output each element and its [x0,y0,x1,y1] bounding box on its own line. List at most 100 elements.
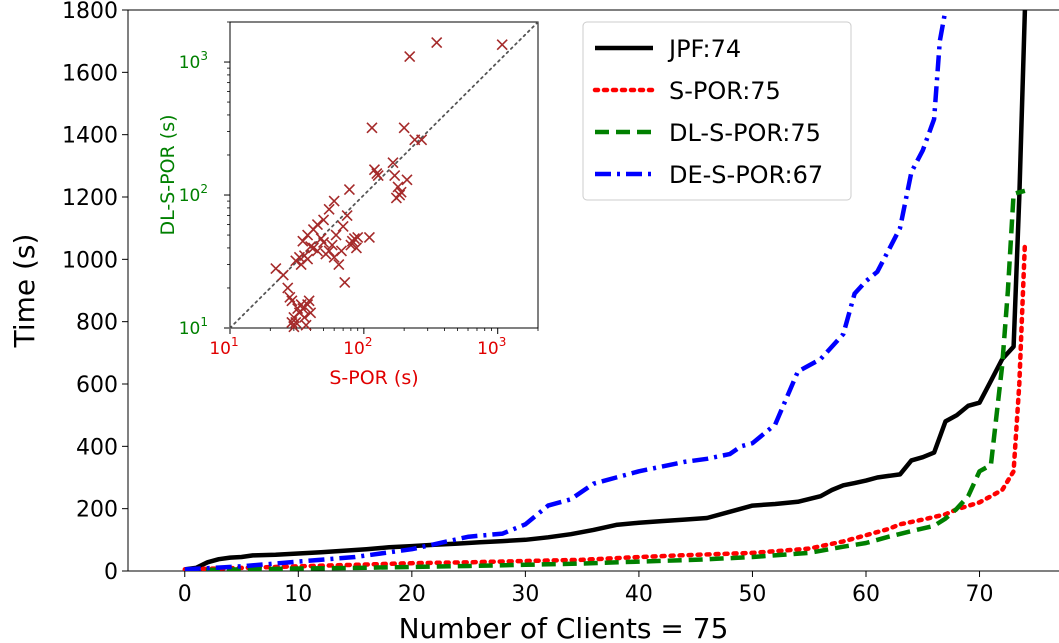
inset-point [323,245,335,257]
inset-point [282,282,294,294]
inset-x-tick-exponent: 2 [365,335,373,349]
series-line-2 [184,188,1026,571]
inset-point [311,245,324,257]
legend-label-0: JPF:74 [667,35,741,63]
inset-y-tick-exponent: 3 [200,49,208,63]
inset-y-tick-label: 103 [179,49,208,73]
inset-point-stroke-b [317,214,330,226]
main-plot: 0 10 20 30 40 50 60 70 0 200 400 600 800 1000 1200 1400… [8,0,1059,643]
inset-point [330,229,342,241]
x-tick-label: 30 [511,582,539,607]
inset-x-tick-label: 102 [343,335,372,359]
y-tick-label: 400 [76,435,118,460]
inset-point-stroke-b [315,233,327,245]
inset-point-stroke-b [363,231,375,243]
inset-point-stroke-b [372,170,384,182]
x-tick-label: 50 [738,582,766,607]
inset-point [297,235,309,247]
inset-point-stroke-b [330,229,342,241]
inset-point-stroke-b [394,189,406,201]
inset-point-stroke-b [317,236,330,248]
inset-point [303,295,315,307]
inset-point [395,186,407,198]
inset-point-stroke-b [389,170,401,182]
inset-point-stroke-b [395,186,407,198]
x-tick-label: 0 [178,582,192,607]
inset-point [328,195,340,207]
inset-point [339,276,351,289]
inset-point-stroke-b [431,37,443,49]
y-tick-label: 1600 [62,61,118,86]
inset-point-stroke-b [352,231,364,243]
inset-x-tick-exponent: 3 [499,335,507,349]
inset-point [286,295,298,307]
inset-point [431,37,443,49]
inset-y-tick-label: 101 [179,315,208,339]
inset-point [348,233,360,245]
inset-point-stroke-b [326,239,338,251]
series-group [182,10,1028,571]
inset-point [277,269,289,281]
legend-label-1: S-POR:75 [669,77,781,105]
inset-point [305,307,317,319]
inset-point-stroke-b [404,50,416,63]
inset-point-stroke-b [297,235,309,247]
inset-point-stroke-b [339,276,351,289]
inset-point [300,319,312,331]
inset-point [363,231,375,243]
inset-point-stroke-b [305,240,317,253]
inset-point-stroke-b [366,122,378,134]
inset-point-stroke-b [286,295,298,307]
inset-point [401,174,413,186]
inset-point-stroke-b [303,295,315,307]
x-tick-label: 70 [966,582,994,607]
inset-point [416,134,428,146]
y-tick-label: 1800 [62,0,118,24]
x-tick-label: 10 [284,582,312,607]
inset-y-tick-exponent: 1 [200,315,208,329]
inset-point [394,189,406,201]
legend-label-3: DE-S-POR:67 [669,161,823,189]
x-tick-label: 40 [625,582,653,607]
series-line-1 [182,241,1028,571]
inset-y-tick-label: 102 [179,182,208,206]
series-line-0 [184,10,1028,571]
inset-point-stroke-b [277,269,289,281]
inset-point-stroke-b [341,210,353,222]
inset-point [317,214,330,226]
inset-point-stroke-b [286,316,298,329]
inset-point-stroke-b [311,245,324,257]
y-tick-label: 600 [76,373,118,398]
y-tick-label: 800 [76,311,118,336]
inset-point [366,122,378,134]
inset-point-stroke-b [343,183,355,196]
inset-point-stroke-b [302,229,314,241]
inset-point-stroke-b [337,220,349,233]
inset-point [302,253,314,265]
inset-y-tick-exponent: 2 [200,182,208,196]
inset-x-tick-label: 101 [209,335,238,359]
series-line-3 [184,10,948,571]
inset-point [302,229,314,241]
inset-x-tick-label: 103 [477,335,506,359]
inset-point-stroke-b [305,307,317,319]
legend-label-2: DL-S-POR:75 [669,119,821,147]
inset-point-stroke-b [282,282,294,294]
inset-point-stroke-b [416,134,428,146]
y-tick-label: 200 [76,498,118,523]
inset-point [326,239,338,251]
inset-point-stroke-b [368,164,381,176]
y-axis-title: Time (s) [8,234,41,349]
x-tick-label: 20 [398,582,426,607]
inset-point [352,231,364,243]
inset-point-stroke-b [333,258,345,271]
inset-point-stroke-b [302,253,314,265]
inset-point [343,183,355,196]
inset-point-stroke-b [270,262,282,275]
inset-x-axis-title: S-POR (s) [329,367,418,389]
inset-point [317,236,330,248]
inset-point-stroke-b [348,233,360,245]
inset-point [305,240,317,253]
y-tick-label: 0 [104,560,118,585]
